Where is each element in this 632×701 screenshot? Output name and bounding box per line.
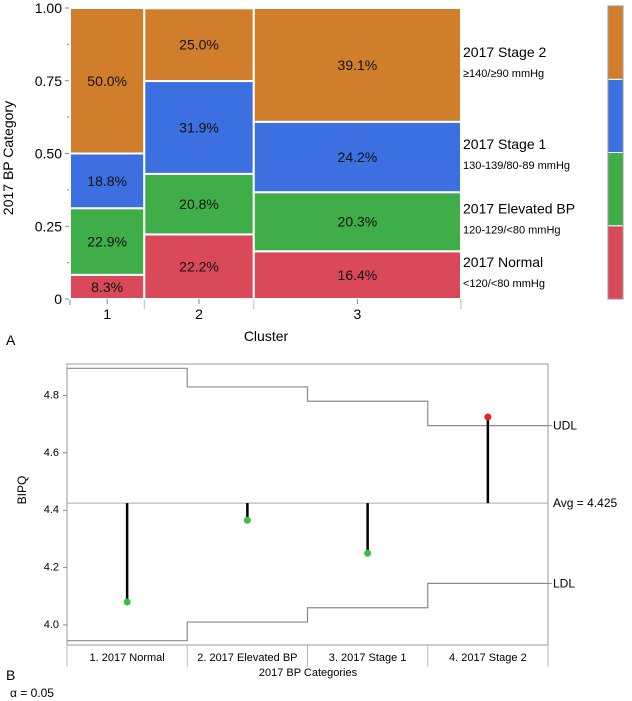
mosaic-cell — [252, 7, 462, 123]
mosaic-cell-label: 39.1% — [338, 57, 378, 73]
means-x-tick-label: 2. 2017 Elevated BP — [197, 652, 297, 664]
legend-category-range: 120-129/<80 mmHg — [463, 225, 561, 237]
mean-point — [364, 549, 372, 557]
mosaic-cell — [143, 7, 255, 83]
means-x-tick-label: 1. 2017 Normal — [90, 652, 165, 664]
mosaic-cell-label: 20.8% — [179, 196, 219, 212]
legend-color-swatch — [607, 5, 624, 80]
mosaic-x-tick-label: 1 — [103, 306, 111, 322]
mosaic-x-tick-label: 3 — [353, 306, 361, 322]
legend-category-name: 2017 Stage 1 — [463, 136, 547, 152]
means-x-axis-title: 2017 BP Categories — [259, 667, 358, 679]
legend-color-swatch — [607, 78, 624, 153]
mean-point — [243, 516, 251, 524]
mosaic-cell-label: 22.2% — [179, 259, 219, 275]
legend-color-swatch — [607, 225, 624, 300]
means-chart: 4.0 4.2 4.4 4.6 4.8 UDL Avg = 4.425 LDL 1. 2017 … — [44, 363, 617, 667]
means-x-tick-label: 4. 2017 Stage 2 — [449, 652, 527, 664]
mosaic-cell — [252, 191, 462, 253]
mosaic-cell — [252, 250, 462, 300]
mosaic-x-tick-label: 2 — [195, 306, 203, 322]
mosaic-cell-label: 8.3% — [91, 279, 123, 295]
mosaic-y-axis-title: 2017 BP Category — [0, 101, 16, 215]
legend-color-swatch — [607, 152, 624, 227]
mosaic-cell — [252, 120, 462, 194]
means-plot-frame — [66, 363, 549, 646]
mosaic-cell-label: 20.3% — [338, 214, 378, 230]
mosaic-cell-label: 25.0% — [179, 37, 219, 53]
legend-color-frame — [607, 5, 624, 300]
panel-label-b: B — [6, 667, 15, 683]
mosaic-chart: 0 0.25 0.50 0.75 1.00 8.3% 22.9% 18.8% 50.0% 1 22.… — [35, 0, 624, 322]
mosaic-x-axis-title: Cluster — [244, 328, 289, 344]
mosaic-cell-label: 31.9% — [179, 119, 219, 135]
means-y-tick-label: 4.6 — [44, 447, 59, 459]
means-y-tick-label: 4.0 — [44, 619, 59, 631]
mosaic-cell-label: 50.0% — [87, 73, 127, 89]
mosaic-y-tick-label: 0.25 — [35, 218, 62, 234]
mosaic-y-tick-label: 0.50 — [35, 146, 62, 162]
legend-category-range: 130-139/80-89 mmHg — [463, 160, 570, 172]
means-y-axis-title: BIPQ — [15, 476, 29, 505]
mosaic-cell — [69, 7, 146, 155]
mosaic-y-tick-label: 0 — [54, 291, 62, 307]
mosaic-cell-label: 18.8% — [87, 173, 127, 189]
means-y-tick-label: 4.4 — [44, 504, 59, 516]
mosaic-y-tick-label: 0.75 — [35, 73, 62, 89]
legend-category-range: <120/<80 mmHg — [463, 278, 545, 290]
mosaic-cell-label: 24.2% — [338, 149, 378, 165]
mosaic-cell — [143, 172, 255, 236]
alpha-note: α = 0.05 — [10, 686, 54, 700]
means-y-tick-label: 4.8 — [44, 390, 59, 402]
means-y-tick-label: 4.2 — [44, 562, 59, 574]
legend-category-name: 2017 Elevated BP — [463, 201, 575, 217]
mosaic-cell-label: 16.4% — [338, 267, 378, 283]
mean-point — [123, 598, 131, 606]
udl-label: UDL — [553, 419, 577, 433]
mean-point — [484, 413, 492, 421]
mosaic-cell-label: 22.9% — [87, 234, 127, 250]
means-x-tick-label: 3. 2017 Stage 1 — [329, 652, 407, 664]
mosaic-cell — [69, 152, 146, 210]
legend-category-range: ≥140/≥90 mmHg — [463, 68, 544, 80]
mosaic-y-tick-label: 1.00 — [35, 0, 62, 16]
ldl-label: LDL — [553, 576, 575, 590]
legend-category-name: 2017 Stage 2 — [463, 44, 547, 60]
average-label: Avg = 4.425 — [553, 496, 617, 510]
udl-step-line — [67, 367, 548, 427]
ldl-step-line — [67, 582, 548, 642]
panel-label-a: A — [6, 332, 16, 348]
legend-category-name: 2017 Normal — [463, 254, 543, 270]
